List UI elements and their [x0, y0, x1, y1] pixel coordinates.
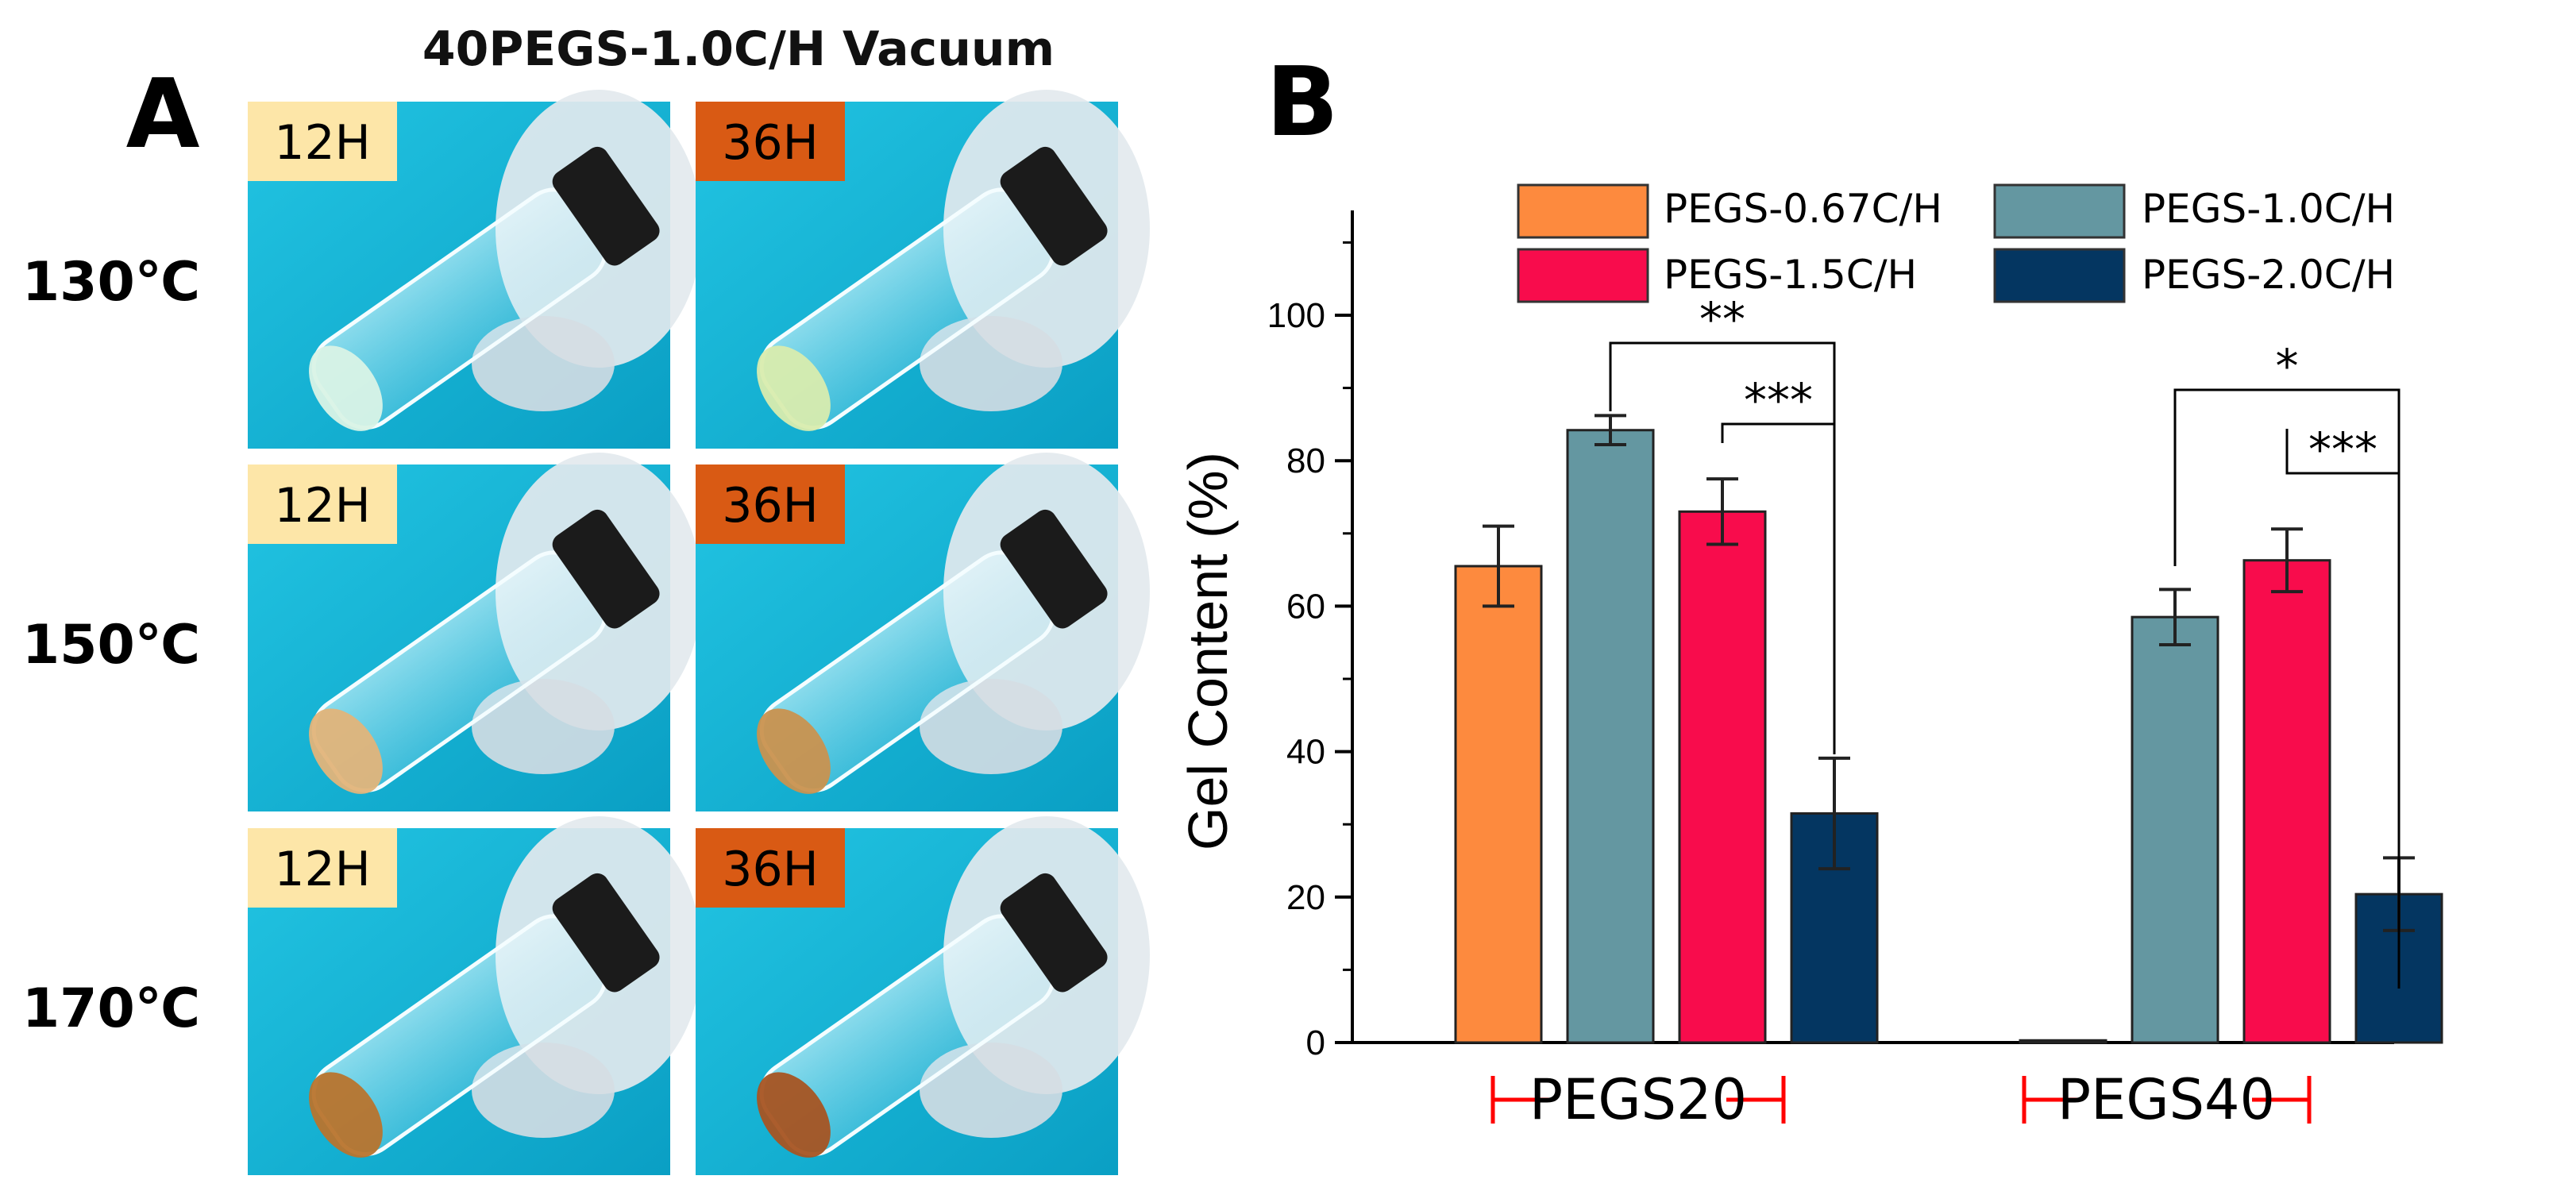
photo-title: 40PEGS-1.0C/H Vacuum [422, 21, 1055, 77]
bar [2019, 1039, 2107, 1044]
legend-swatch [1517, 248, 1649, 303]
tag-label: 12H [274, 842, 370, 897]
tag-box [248, 102, 397, 181]
gel-sample [309, 708, 383, 794]
time-tag: 12H [248, 102, 397, 181]
time-tag: 36H [696, 102, 845, 181]
tag-box [696, 828, 845, 908]
glove-finger [920, 316, 1062, 411]
significance-label: *** [2308, 422, 2377, 476]
temperature-label: 150℃ [22, 614, 200, 677]
vial [757, 873, 1108, 1158]
bar [1454, 565, 1543, 1044]
tag-box [248, 465, 397, 544]
significance-brackets: ********* [1609, 292, 2401, 989]
legend: PEGS-0.67C/H PEGS-1.0C/H PEGS-1.5C/H PEGS-2… [1517, 183, 2395, 303]
significance-label: *** [1744, 373, 1813, 427]
vial-photo: 12H [248, 453, 702, 811]
y-tick-label: 0 [1306, 1023, 1325, 1062]
y-tick-label: 60 [1286, 587, 1325, 626]
time-tag: 12H [248, 465, 397, 544]
tag-label: 36H [722, 842, 818, 897]
legend-label: PEGS-1.0C/H [2142, 186, 2395, 232]
glove-finger [472, 679, 615, 774]
panel-a-letter: A [126, 60, 200, 170]
temperature-label: 170℃ [22, 977, 200, 1040]
tag-label: 12H [274, 115, 370, 171]
y-tick-label: 80 [1286, 441, 1325, 480]
legend-swatch [1993, 183, 2126, 239]
group-labels: PEGS20 PEGS40 [1490, 1067, 2312, 1132]
vial-cap [552, 873, 660, 993]
vial [309, 873, 660, 1158]
tag-label: 12H [274, 478, 370, 534]
vial-cap [552, 509, 660, 629]
significance-label: ** [1699, 292, 1745, 346]
vial-photo: 36H [696, 453, 1150, 811]
bar [1566, 429, 1655, 1044]
legend-swatch [1993, 248, 2126, 303]
tag-box [248, 828, 397, 908]
y-tick-label: 40 [1286, 733, 1325, 772]
vial-cap [1000, 873, 1108, 993]
gel-sample [309, 345, 383, 431]
y-axis-label: Gel Content (%) [1177, 452, 1239, 850]
gel-sample [309, 1072, 383, 1158]
vial-photo: 12H [248, 90, 702, 449]
bar [2131, 615, 2219, 1044]
group-label: PEGS40 [2057, 1067, 2275, 1132]
vial-photo: 12H [248, 816, 702, 1175]
glove-finger [472, 1043, 615, 1138]
photo-grid: 12H 36H 12H 36H 12H 36H [248, 90, 1150, 1175]
vial-photo: 36H [696, 816, 1150, 1175]
y-tick-label: 100 [1267, 296, 1325, 335]
tag-label: 36H [722, 478, 818, 534]
time-tag: 36H [696, 828, 845, 908]
glove-finger [920, 679, 1062, 774]
time-tag: 12H [248, 828, 397, 908]
vial [757, 509, 1108, 794]
vial [309, 509, 660, 794]
vial [309, 146, 660, 431]
vial-cap [552, 146, 660, 266]
gel-sample [757, 708, 831, 794]
significance-label: * [2276, 339, 2299, 393]
gel-sample [757, 345, 831, 431]
significance-bracket [2285, 429, 2401, 989]
legend-label: PEGS-2.0C/H [2142, 252, 2395, 298]
legend-swatch [1517, 183, 1649, 239]
panel-b-letter: B [1266, 48, 1338, 158]
vial [757, 146, 1108, 431]
y-tick-label: 20 [1286, 878, 1325, 917]
gel-sample [757, 1072, 831, 1158]
error-bars [1483, 414, 2415, 932]
group-label: PEGS20 [1529, 1067, 1747, 1132]
tag-label: 36H [722, 115, 818, 171]
bar [1678, 510, 1767, 1044]
temperature-labels: 130℃ 150℃ 170℃ [22, 251, 200, 1040]
significance-bracket [1721, 422, 1836, 754]
tag-box [696, 102, 845, 181]
temperature-label: 130℃ [22, 251, 200, 314]
bars [1454, 429, 2443, 1044]
time-tag: 36H [696, 465, 845, 544]
legend-label: PEGS-1.5C/H [1664, 252, 1917, 298]
bar [2242, 559, 2331, 1044]
legend-label: PEGS-0.67C/H [1664, 186, 1942, 232]
glove-finger [472, 316, 615, 411]
vial-photo: 36H [696, 90, 1150, 449]
glove-finger [920, 1043, 1062, 1138]
vial-cap [1000, 146, 1108, 266]
vial-cap [1000, 509, 1108, 629]
tag-box [696, 465, 845, 544]
